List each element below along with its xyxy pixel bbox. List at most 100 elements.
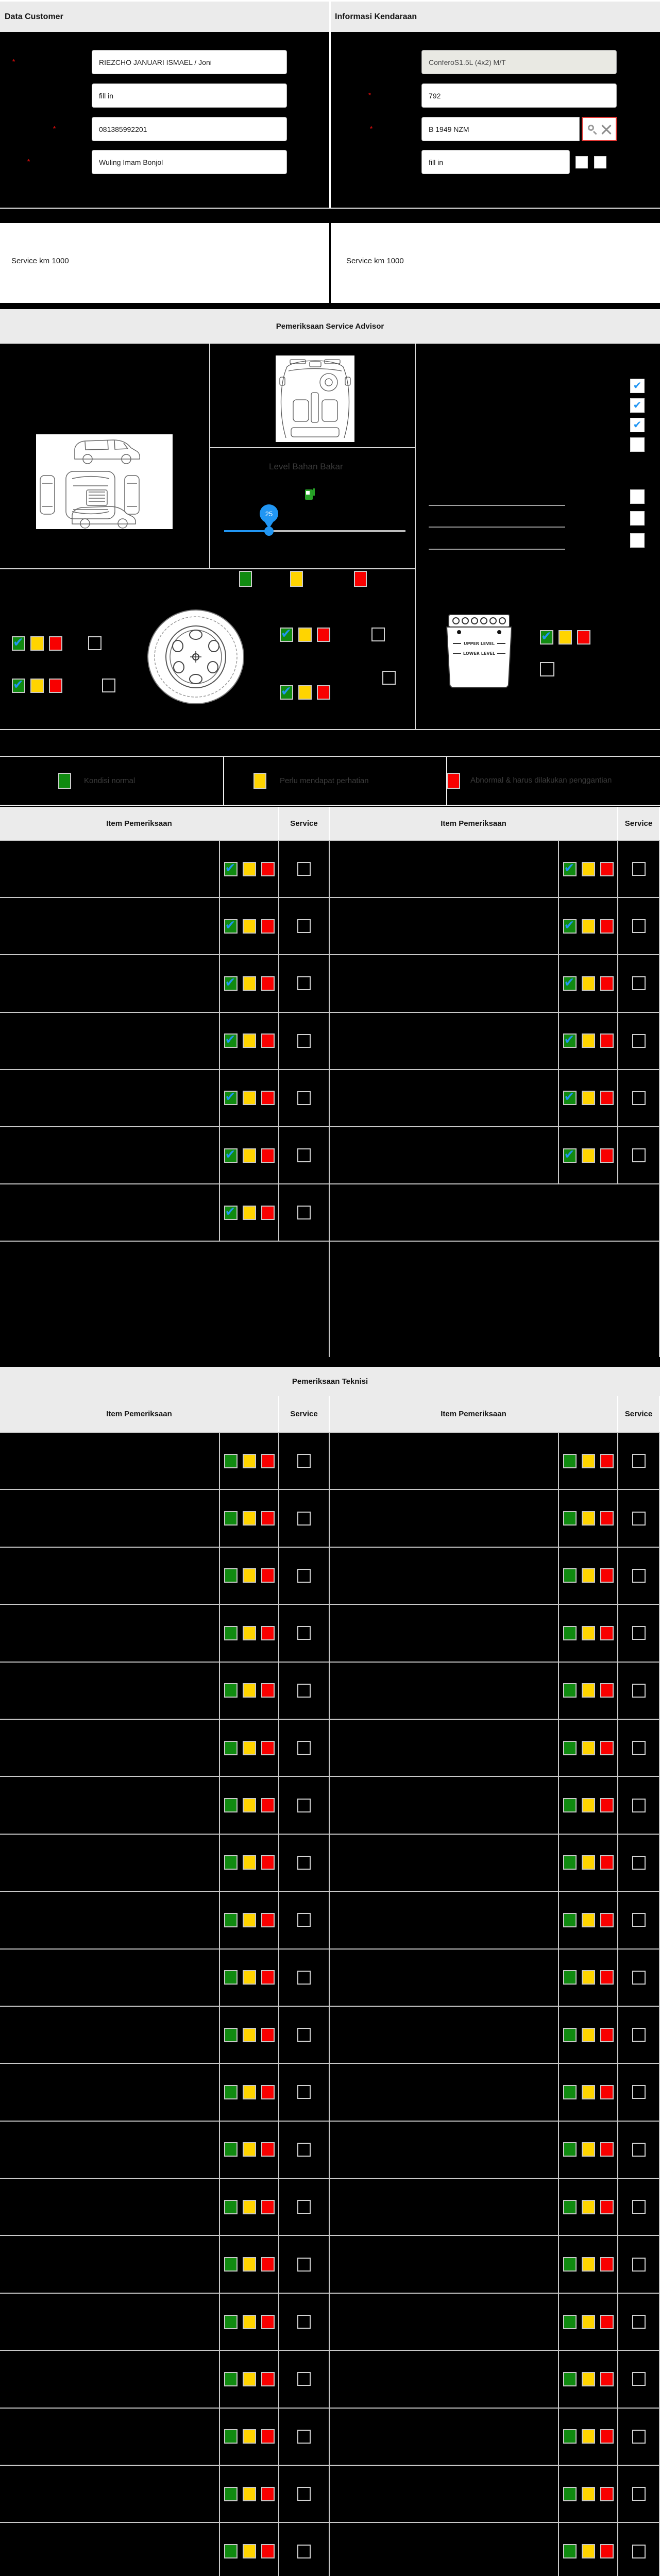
service-checkbox[interactable] — [297, 1033, 311, 1048]
status-red[interactable] — [317, 628, 330, 642]
service-checkbox[interactable] — [632, 2315, 646, 2329]
status-yellow[interactable] — [242, 1148, 256, 1163]
status-yellow[interactable] — [242, 1855, 256, 1870]
service-checkbox[interactable] — [297, 1148, 311, 1163]
status-yellow[interactable] — [559, 630, 572, 645]
service-checkbox[interactable] — [632, 919, 646, 934]
status-green[interactable]: ✔ — [12, 677, 25, 693]
status-red[interactable] — [261, 1568, 275, 1583]
status-red[interactable] — [261, 1148, 275, 1163]
status-red[interactable] — [261, 1625, 275, 1640]
status-yellow[interactable] — [581, 2544, 595, 2559]
status-yellow[interactable] — [298, 628, 312, 642]
tire-service-checkbox-2[interactable] — [102, 679, 115, 692]
status-green[interactable] — [563, 2257, 577, 2272]
status-green[interactable] — [224, 1453, 238, 1468]
service-checkbox[interactable] — [632, 1855, 646, 1870]
fuel-slider-track[interactable] — [224, 530, 405, 532]
status-green[interactable] — [224, 2371, 238, 2386]
status-green[interactable] — [563, 2486, 577, 2501]
vehicle-code-input[interactable]: 792 — [421, 83, 617, 108]
status-red[interactable] — [600, 1970, 614, 1985]
advisor-check-3[interactable]: ✔ — [630, 418, 645, 432]
service-checkbox[interactable] — [632, 1568, 646, 1583]
status-green[interactable] — [224, 2199, 238, 2214]
status-red[interactable] — [261, 2027, 275, 2042]
service-checkbox[interactable] — [297, 919, 311, 934]
status-red[interactable] — [600, 2084, 614, 2099]
vehicle-odometer-input[interactable]: fill in — [421, 150, 570, 174]
tire-service-checkbox-1[interactable] — [88, 636, 101, 650]
status-red[interactable] — [600, 976, 614, 991]
service-checkbox[interactable] — [632, 2429, 646, 2444]
advisor-check-4[interactable] — [630, 437, 645, 452]
status-green[interactable] — [563, 1511, 577, 1526]
status-green[interactable] — [563, 2429, 577, 2444]
clear-icon[interactable] — [601, 124, 612, 134]
status-yellow[interactable] — [581, 1625, 595, 1640]
status-yellow[interactable] — [581, 1683, 595, 1698]
status-yellow[interactable] — [581, 1453, 595, 1468]
status-yellow[interactable] — [242, 1970, 256, 1985]
status-red[interactable] — [600, 1683, 614, 1698]
status-red[interactable] — [49, 636, 62, 651]
status-yellow[interactable] — [242, 1912, 256, 1927]
status-green[interactable] — [563, 1568, 577, 1583]
service-checkbox[interactable] — [632, 1741, 646, 1755]
status-yellow[interactable] — [242, 1625, 256, 1640]
status-green[interactable] — [224, 2027, 238, 2042]
status-yellow[interactable] — [242, 2257, 256, 2272]
status-green[interactable] — [563, 2544, 577, 2559]
status-yellow[interactable] — [30, 636, 44, 651]
status-green[interactable] — [224, 2084, 238, 2099]
status-red[interactable] — [600, 2544, 614, 2559]
status-green[interactable] — [563, 2084, 577, 2099]
status-yellow[interactable] — [242, 1091, 256, 1106]
status-green[interactable]: ✔ — [224, 1147, 238, 1163]
service-checkbox[interactable] — [297, 1970, 311, 1985]
status-green[interactable] — [563, 2314, 577, 2329]
status-red[interactable] — [261, 1511, 275, 1526]
status-green[interactable] — [224, 1912, 238, 1927]
plate-search-box[interactable] — [582, 117, 617, 141]
status-yellow[interactable] — [581, 1912, 595, 1927]
status-green[interactable] — [224, 1683, 238, 1698]
tire-service-checkbox-3[interactable] — [371, 628, 385, 641]
customer-name-input[interactable]: RIEZCHO JANUARI ISMAEL / Joni — [92, 50, 287, 74]
status-red[interactable] — [261, 1091, 275, 1106]
status-yellow[interactable] — [581, 2371, 595, 2386]
status-green[interactable]: ✔ — [224, 918, 238, 934]
status-red[interactable] — [261, 1033, 275, 1048]
status-green[interactable] — [224, 2142, 238, 2157]
service-checkbox[interactable] — [632, 2085, 646, 2099]
status-red[interactable] — [261, 1855, 275, 1870]
status-red[interactable] — [600, 1798, 614, 1813]
service-checkbox[interactable] — [297, 2085, 311, 2099]
status-red[interactable] — [577, 630, 590, 645]
status-green[interactable]: ✔ — [563, 1147, 577, 1163]
status-yellow[interactable] — [242, 2199, 256, 2214]
status-red[interactable] — [600, 2199, 614, 2214]
status-green[interactable] — [224, 1511, 238, 1526]
status-green[interactable] — [224, 2486, 238, 2501]
status-red[interactable] — [261, 2199, 275, 2214]
status-yellow[interactable] — [581, 2429, 595, 2444]
odometer-option-checkbox-2[interactable] — [594, 156, 606, 168]
service-checkbox[interactable] — [297, 1683, 311, 1698]
status-yellow[interactable] — [242, 1033, 256, 1048]
status-red[interactable] — [600, 1912, 614, 1927]
status-yellow[interactable] — [242, 2429, 256, 2444]
status-red[interactable] — [261, 2084, 275, 2099]
status-yellow[interactable] — [30, 679, 44, 693]
status-red[interactable] — [261, 861, 275, 876]
service-checkbox[interactable] — [632, 1033, 646, 1048]
service-checkbox[interactable] — [297, 1511, 311, 1526]
status-green[interactable] — [224, 1568, 238, 1583]
advisor-extra-check-3[interactable] — [630, 533, 645, 548]
status-yellow[interactable] — [242, 1798, 256, 1813]
service-checkbox[interactable] — [297, 1913, 311, 1927]
status-yellow[interactable] — [242, 1511, 256, 1526]
status-green[interactable]: ✔ — [563, 918, 577, 934]
status-green[interactable] — [224, 2429, 238, 2444]
status-green[interactable] — [563, 1683, 577, 1698]
